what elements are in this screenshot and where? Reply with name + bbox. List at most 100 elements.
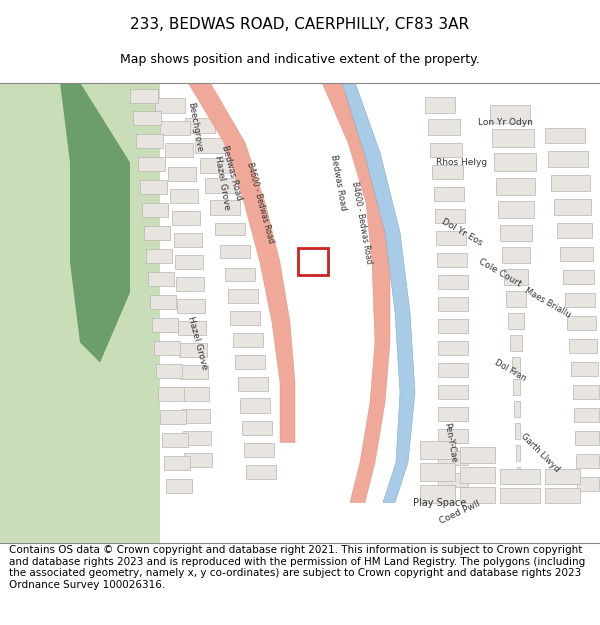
Text: Hazel Grove: Hazel Grove — [187, 315, 209, 370]
Text: Cole Court: Cole Court — [477, 257, 523, 288]
Polygon shape — [460, 466, 495, 482]
Polygon shape — [205, 177, 235, 192]
Polygon shape — [178, 321, 206, 334]
Text: Map shows position and indicative extent of the property.: Map shows position and indicative extent… — [120, 53, 480, 66]
Polygon shape — [144, 226, 170, 239]
Polygon shape — [154, 341, 180, 354]
Polygon shape — [438, 296, 468, 311]
Polygon shape — [545, 488, 580, 502]
Polygon shape — [460, 486, 495, 502]
Polygon shape — [571, 361, 598, 376]
Polygon shape — [160, 121, 190, 134]
Polygon shape — [567, 316, 596, 329]
Polygon shape — [438, 274, 468, 289]
Polygon shape — [438, 341, 468, 354]
Polygon shape — [183, 431, 211, 444]
Polygon shape — [310, 82, 390, 502]
Polygon shape — [513, 379, 520, 394]
Polygon shape — [492, 129, 534, 146]
Polygon shape — [172, 211, 200, 224]
Polygon shape — [438, 406, 468, 421]
Text: Contains OS data © Crown copyright and database right 2021. This information is : Contains OS data © Crown copyright and d… — [9, 545, 585, 590]
Polygon shape — [136, 134, 163, 148]
Polygon shape — [554, 199, 591, 214]
Text: 233, BEDWAS ROAD, CAERPHILLY, CF83 3AR: 233, BEDWAS ROAD, CAERPHILLY, CF83 3AR — [130, 18, 470, 32]
Polygon shape — [551, 174, 590, 191]
Text: Pen-Y-Cae: Pen-Y-Cae — [442, 422, 458, 463]
Polygon shape — [420, 441, 455, 459]
Polygon shape — [514, 401, 520, 416]
Polygon shape — [573, 384, 599, 399]
Polygon shape — [508, 312, 524, 329]
Polygon shape — [0, 82, 160, 542]
Polygon shape — [438, 429, 468, 442]
Polygon shape — [162, 432, 188, 446]
Polygon shape — [438, 472, 468, 486]
Text: B4600 - Bedwas Road: B4600 - Bedwas Road — [245, 161, 275, 244]
Polygon shape — [130, 89, 158, 102]
Polygon shape — [170, 82, 295, 442]
Polygon shape — [425, 96, 455, 112]
Text: Hazel Grove: Hazel Grove — [213, 154, 231, 211]
Polygon shape — [182, 409, 210, 422]
Polygon shape — [174, 232, 202, 246]
Text: B4600 - Bedwas Road: B4600 - Bedwas Road — [350, 181, 374, 264]
Polygon shape — [160, 409, 186, 424]
Polygon shape — [432, 164, 463, 179]
Polygon shape — [437, 253, 467, 266]
Polygon shape — [548, 151, 588, 166]
Polygon shape — [235, 354, 265, 369]
Polygon shape — [575, 431, 599, 444]
Polygon shape — [545, 469, 580, 484]
Text: Play Space: Play Space — [413, 498, 467, 508]
Polygon shape — [504, 269, 528, 284]
Text: Lon Yr Odyn: Lon Yr Odyn — [478, 118, 532, 127]
Polygon shape — [200, 158, 230, 172]
Polygon shape — [500, 224, 532, 241]
Polygon shape — [428, 119, 460, 134]
Polygon shape — [516, 444, 520, 461]
Polygon shape — [215, 222, 245, 234]
Polygon shape — [228, 289, 258, 302]
Polygon shape — [180, 364, 208, 379]
Polygon shape — [569, 339, 597, 352]
Polygon shape — [165, 142, 193, 156]
Polygon shape — [438, 319, 468, 332]
Polygon shape — [181, 386, 209, 401]
Polygon shape — [156, 364, 182, 378]
Polygon shape — [420, 462, 455, 481]
Polygon shape — [133, 111, 161, 124]
Polygon shape — [517, 466, 520, 482]
Polygon shape — [164, 456, 190, 469]
Polygon shape — [225, 268, 255, 281]
Polygon shape — [175, 254, 203, 269]
Polygon shape — [60, 82, 130, 362]
Polygon shape — [438, 451, 468, 464]
Polygon shape — [545, 127, 585, 142]
Polygon shape — [210, 199, 240, 214]
Polygon shape — [170, 189, 198, 202]
Polygon shape — [557, 222, 592, 238]
Polygon shape — [515, 422, 520, 439]
Polygon shape — [577, 476, 599, 491]
Polygon shape — [158, 386, 184, 401]
Polygon shape — [240, 398, 270, 412]
Text: Coed Pwll: Coed Pwll — [438, 499, 482, 526]
Polygon shape — [184, 452, 212, 466]
Polygon shape — [574, 408, 599, 421]
Polygon shape — [179, 342, 207, 356]
Polygon shape — [195, 138, 225, 152]
Polygon shape — [438, 384, 468, 399]
Polygon shape — [430, 142, 462, 156]
Polygon shape — [166, 479, 192, 492]
Polygon shape — [140, 179, 167, 194]
Polygon shape — [420, 484, 455, 502]
Polygon shape — [155, 98, 185, 112]
Text: Dol Yr Eos: Dol Yr Eos — [440, 217, 484, 248]
Polygon shape — [230, 311, 260, 324]
Polygon shape — [500, 469, 540, 484]
Polygon shape — [560, 246, 593, 261]
Polygon shape — [185, 118, 215, 132]
Polygon shape — [148, 271, 174, 286]
Polygon shape — [565, 292, 595, 306]
